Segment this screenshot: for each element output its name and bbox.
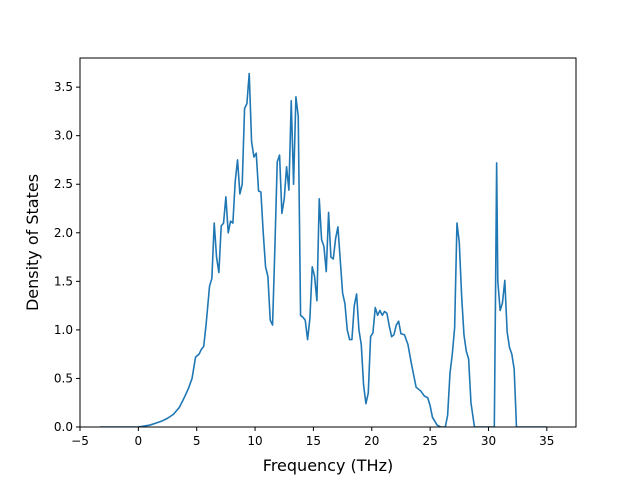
x-tick-label: 0 xyxy=(135,434,143,448)
y-tick-label: 0.5 xyxy=(54,371,73,385)
x-tick-label: 25 xyxy=(422,434,437,448)
y-axis-title: Density of States xyxy=(23,174,42,311)
x-tick-label: 30 xyxy=(481,434,496,448)
y-tick-label: 1.0 xyxy=(54,323,73,337)
x-tick-label: 5 xyxy=(193,434,201,448)
y-axis: 0.0 0.5 1.0 1.5 2.0 2.5 3.0 3.5 xyxy=(54,80,80,434)
y-tick-label: 3.5 xyxy=(54,80,73,94)
y-tick-label: 1.5 xyxy=(54,274,73,288)
x-axis-title: Frequency (THz) xyxy=(263,456,393,475)
x-tick-label: 10 xyxy=(247,434,262,448)
x-tick-label: 35 xyxy=(539,434,554,448)
y-tick-label: 3.0 xyxy=(54,129,73,143)
plot-area xyxy=(99,72,547,427)
x-tick-label: −5 xyxy=(71,434,89,448)
axes-frame xyxy=(79,57,577,428)
x-axis: −5 0 5 10 15 20 25 30 35 xyxy=(71,427,554,448)
y-tick-label: 2.0 xyxy=(54,226,73,240)
y-tick-label: 2.5 xyxy=(54,177,73,191)
y-tick-label: 0.0 xyxy=(54,420,73,434)
x-tick-label: 20 xyxy=(364,434,379,448)
series-line-0 xyxy=(99,72,547,427)
x-tick-label: 15 xyxy=(306,434,321,448)
